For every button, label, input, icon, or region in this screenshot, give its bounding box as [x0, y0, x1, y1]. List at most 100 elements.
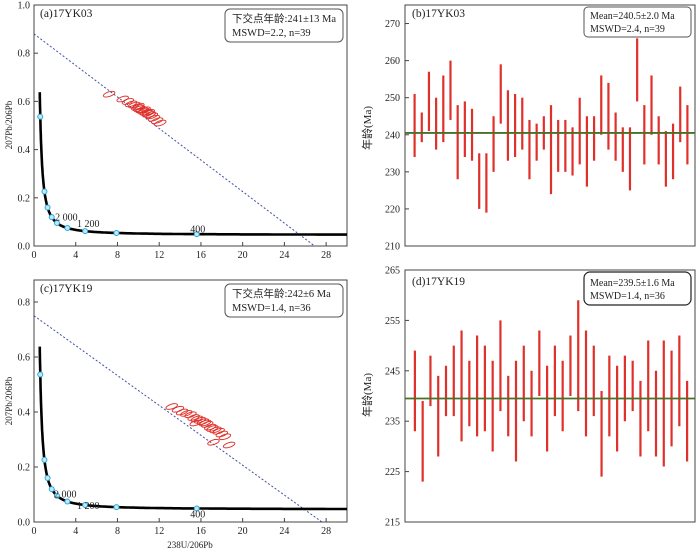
panel-a-y-tick-label: 0.4 [18, 145, 31, 156]
panel-a-y-tick-label: 0.2 [18, 193, 31, 204]
panel-c-y-tick-label: 0.4 [18, 408, 31, 419]
panel-c-data-ellipse [212, 427, 225, 435]
panel-c-x-tick-label: 20 [238, 526, 248, 537]
panel-b-y-tick-label: 220 [385, 204, 400, 215]
panel-c-concordia-curve [38, 346, 347, 511]
panel-c-data-ellipse [184, 411, 197, 419]
panel-c-concordia-age-marker [193, 505, 200, 512]
panel-c-concordia-age-marker [53, 492, 60, 499]
panel-c-y-axis-label: 207Pb/206Pb [4, 376, 14, 425]
panel-a-data-ellipse [150, 117, 164, 124]
panel-c-data-ellipse [189, 419, 202, 427]
panel-b-label: (b)17YK03 [412, 8, 465, 20]
panel-c-data-ellipse [207, 438, 220, 446]
panel-b-stats-box [583, 6, 692, 38]
panel-a-y-tick-label: 0.8 [18, 49, 31, 60]
panel-a-discordia-line [33, 33, 315, 247]
panel-b-stats-line-2: MSWD=2.4, n=39 [590, 24, 665, 35]
panel-d-stats-box [583, 271, 692, 306]
panel-a-concordia-age-marker [113, 229, 120, 236]
panel-c-concordia-age-marker [44, 475, 51, 482]
panel-a-label: (a)17YK03 [40, 8, 93, 20]
panel-a-concordia-age-marker [193, 231, 200, 238]
panel-a-concordia-age-marker [37, 113, 44, 120]
panel-d-y-tick-label: 225 [385, 467, 400, 478]
panel-c-stats-line-2: MSWD=1.4, n=36 [232, 303, 311, 314]
panel-d-stats-line-2: MSWD=1.4, n=36 [590, 291, 665, 302]
panel-a-x-tick-label: 20 [238, 250, 248, 261]
panel-c-x-tick-label: 28 [321, 526, 331, 537]
panel-c-x-tick-label: 12 [154, 526, 164, 537]
panel-d-stats-line-1: Mean=239.5±1.6 Ma [590, 278, 675, 289]
panel-b-plot-area: 210 220 230 240 250 260 270 [385, 19, 695, 253]
panel-d-y-tick-label: 255 [385, 316, 400, 327]
panel-c-label: (c)17YK19 [40, 283, 93, 295]
panel-b-y-tick-label: 230 [385, 167, 400, 178]
panel-c-concordia-age-label: 400 [190, 509, 205, 520]
panel-d-y-tick-label: 245 [385, 366, 400, 377]
panel-c-data-ellipse [175, 408, 189, 416]
panel-a-stats-line-2: MSWD=2.2, n=39 [232, 28, 311, 39]
panel-a-stats-box [224, 8, 344, 43]
panel-c-y-tick-label: 0.6 [18, 353, 31, 364]
panel-d-label: (d)17YK19 [412, 276, 465, 288]
panel-b-stats-line-1: Mean=240.5±2.0 Ma [590, 11, 675, 22]
panel-a-data-ellipse [147, 114, 161, 122]
panel-c-concordia-age-marker [64, 498, 71, 505]
panel-a-concordia-age-label: 400 [190, 225, 205, 236]
panel-c-concordia-age-marker [48, 486, 55, 493]
panel-a-concordia-age-marker [41, 188, 48, 195]
panel-a-x-tick-label: 0 [32, 250, 37, 261]
panel-d-frame [404, 269, 696, 523]
panel-c-x-tick-label: 0 [32, 526, 37, 537]
panel-d-y-axis-label: 年龄(Ma) [360, 373, 374, 417]
panel-a-x-tick-label: 28 [321, 250, 331, 261]
panel-c-concordia-age-marker [82, 502, 89, 509]
panel-a-x-tick-label: 12 [154, 250, 164, 261]
panel-a-concordia-curve [38, 92, 347, 236]
panel-c-concordia-age-marker [41, 456, 48, 463]
panel-a-concordia-age-marker [48, 214, 55, 221]
panel-b-y-axis-label: 年龄(Ma) [360, 106, 374, 150]
panel-a-y-tick-label: 0.6 [18, 97, 31, 108]
panel-d-age-bars-17yk19: 215 225 235 245 255 265 (d)17YK19 Mean=239.5±… [360, 266, 696, 529]
panel-c-frame [33, 279, 348, 523]
panel-a-y-axis-label: 207Pb/206Pb [4, 100, 14, 149]
panel-b-y-tick-label: 250 [385, 93, 400, 104]
panel-b-y-tick-label: 260 [385, 56, 400, 67]
panel-c-data-ellipse [200, 421, 214, 428]
panel-c-x-tick-label: 16 [196, 526, 206, 537]
panel-a-x-tick-label: 24 [279, 250, 289, 261]
panel-d-y-tick-label: 265 [385, 266, 400, 277]
panel-a-data-ellipse [132, 102, 145, 110]
panel-c-stats-line-1: 下交点年龄:242±6 Ma [232, 287, 331, 300]
panel-c-data-ellipse [171, 405, 185, 413]
panel-b-y-tick-label: 270 [385, 19, 400, 30]
panel-c-data-ellipse [165, 403, 178, 410]
panel-a-concordia-age-label: 1 200 [77, 219, 100, 230]
panel-b-y-tick-label: 240 [385, 130, 400, 141]
panel-c-x-axis-label: 238U/206Pb [167, 540, 213, 550]
panel-c-concordia-age-label: 1 200 [77, 501, 100, 512]
panel-c-x-tick-label: 4 [73, 526, 78, 537]
panel-a-x-tick-label: 16 [196, 250, 206, 261]
panel-c-concordia-age-marker [113, 504, 120, 511]
panel-b-age-bars-17yk03: 210 220 230 240 250 260 270 (b)17YK03 Mean=240… [360, 4, 696, 253]
panel-a-data-ellipse [121, 98, 135, 105]
panel-d-y-tick-label: 215 [385, 518, 400, 529]
panel-a-stats-line-1: 下交点年龄:241±13 Ma [232, 12, 336, 25]
panel-c-y-tick-label: 0.8 [18, 298, 31, 309]
panel-a-data-ellipse [138, 106, 151, 114]
panel-c-y-tick-label: 0.0 [18, 518, 31, 529]
panel-c-discordia-line [33, 315, 323, 523]
panel-a-data-ellipse [102, 90, 116, 98]
panel-d-y-tick-label: 235 [385, 417, 400, 428]
panel-a-concordia-age-marker [64, 225, 71, 232]
panel-a-x-tick-label: 4 [73, 250, 78, 261]
panel-a-y-tick-label: 0.0 [18, 242, 31, 253]
panel-a-concordia-age-marker [44, 204, 51, 211]
